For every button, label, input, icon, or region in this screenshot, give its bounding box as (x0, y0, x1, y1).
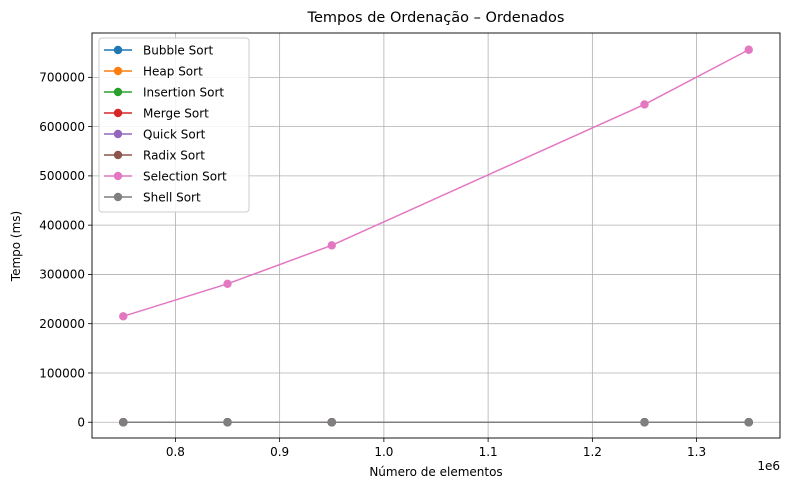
legend-swatch-marker (113, 45, 123, 55)
y-tick-label: 300000 (39, 268, 85, 282)
x-tick-label: 1.2 (583, 445, 602, 459)
data-point-shell-sort (327, 418, 336, 427)
x-tick-label: 1.3 (687, 445, 706, 459)
legend-label: Shell Sort (143, 190, 201, 204)
data-point-shell-sort (640, 418, 649, 427)
legend-swatch-marker (113, 171, 123, 181)
y-tick-label: 400000 (39, 218, 85, 232)
x-axis-offset-label: 1e6 (757, 459, 780, 473)
data-point-selection-sort (119, 312, 128, 321)
legend-item-bubble-sort: Bubble Sort (104, 43, 213, 57)
chart-title: Tempos de Ordenação – Ordenados (307, 10, 565, 26)
legend-frame (98, 37, 250, 213)
legend-label: Merge Sort (143, 106, 209, 120)
legend-label: Heap Sort (143, 64, 203, 78)
ticks: 0.8 0.9 1.0 1.1 1.2 1.3 0 100000 200000 300000 400… (39, 71, 706, 459)
grid (92, 33, 780, 438)
data-point-selection-sort (327, 241, 336, 250)
legend-swatch-marker (113, 150, 123, 160)
y-tick-label: 700000 (39, 71, 85, 85)
legend: Bubble Sort Heap Sort Insertion Sort Merge … (98, 37, 250, 213)
data-point-selection-sort (640, 100, 649, 109)
data-point-shell-sort (744, 418, 753, 427)
y-tick-label: 0 (77, 416, 85, 430)
legend-swatch-marker (113, 108, 123, 118)
data-point-shell-sort (119, 418, 128, 427)
x-tick-label: 0.8 (166, 445, 185, 459)
legend-item-radix-sort: Radix Sort (104, 148, 205, 162)
x-axis-label: Número de elementos (369, 465, 502, 479)
x-tick-label: 0.9 (270, 445, 289, 459)
legend-label: Radix Sort (143, 148, 205, 162)
x-tick-label: 1.0 (374, 445, 393, 459)
legend-swatch-marker (113, 129, 123, 139)
y-tick-label: 500000 (39, 169, 85, 183)
data-point-shell-sort (223, 418, 232, 427)
series-layer (119, 45, 753, 427)
y-axis-label: Tempo (ms) (9, 211, 23, 282)
legend-swatch-marker (113, 192, 123, 202)
y-tick-label: 200000 (39, 317, 85, 331)
legend-item-insertion-sort: Insertion Sort (104, 85, 224, 99)
legend-item-selection-sort: Selection Sort (104, 169, 227, 183)
data-point-selection-sort (223, 279, 232, 288)
legend-label: Bubble Sort (143, 43, 213, 57)
series-shell-sort (119, 418, 753, 427)
legend-swatch-marker (113, 66, 123, 76)
series-selection-sort (119, 45, 753, 321)
x-tick-label: 1.1 (479, 445, 498, 459)
legend-item-heap-sort: Heap Sort (104, 64, 203, 78)
data-point-selection-sort (744, 45, 753, 54)
legend-item-merge-sort: Merge Sort (104, 106, 209, 120)
legend-label: Quick Sort (143, 127, 206, 141)
plot-frame (91, 32, 781, 439)
y-tick-label: 100000 (39, 366, 85, 380)
legend-label: Insertion Sort (143, 85, 224, 99)
legend-swatch-marker (113, 87, 123, 97)
legend-label: Selection Sort (143, 169, 227, 183)
y-tick-label: 600000 (39, 120, 85, 134)
legend-item-quick-sort: Quick Sort (104, 127, 206, 141)
legend-item-shell-sort: Shell Sort (104, 190, 201, 204)
